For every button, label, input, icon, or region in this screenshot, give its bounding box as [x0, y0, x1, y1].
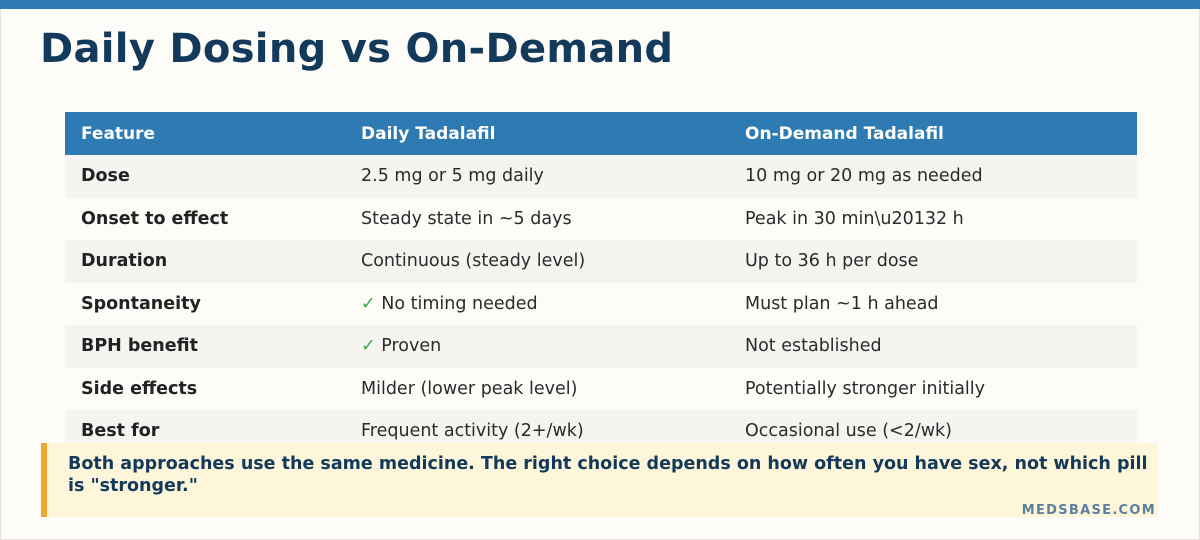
- table-row: Duration Continuous (steady level) Up to 3…: [65, 240, 1137, 283]
- table-wrap: Feature Daily Tadalafil On-Demand Tadalafi…: [65, 112, 1137, 443]
- check-mark: ✓: [361, 336, 376, 357]
- value-cell: Peak in 30 min\u20132 h: [729, 197, 1137, 240]
- value-cell: Steady state in ~5 days: [345, 197, 729, 240]
- column-header: On-Demand Tadalafil: [729, 112, 1137, 155]
- table-row: Onset to effect Steady state in ~5 days Pe…: [65, 197, 1137, 240]
- callout-text: Both approaches use the same medicine. T…: [68, 454, 1148, 496]
- column-header: Feature: [65, 112, 345, 155]
- header-row: Feature Daily Tadalafil On-Demand Tadalafi…: [65, 112, 1137, 155]
- top-bar: [0, 0, 1200, 9]
- value-cell: 10 mg or 20 mg as needed: [729, 155, 1137, 198]
- value-cell: Occasional use (<2/wk): [729, 410, 1137, 443]
- value-cell: Milder (lower peak level): [345, 367, 729, 410]
- value-cell: ✓ Proven: [345, 325, 729, 368]
- value-cell: 2.5 mg or 5 mg daily: [345, 155, 729, 198]
- feature-cell: Spontaneity: [65, 282, 345, 325]
- feature-cell: Best for: [65, 410, 345, 443]
- check-mark: ✓: [361, 293, 376, 314]
- value-cell: Must plan ~1 h ahead: [729, 282, 1137, 325]
- table-body: Dose 2.5 mg or 5 mg daily 10 mg or 20 mg a…: [65, 155, 1137, 443]
- table-row: Best for Frequent activity (2+/wk) Occasio…: [65, 410, 1137, 443]
- table-row: Spontaneity ✓ No timing needed Must plan ~…: [65, 282, 1137, 325]
- table-row: Dose 2.5 mg or 5 mg daily 10 mg or 20 mg a…: [65, 155, 1137, 198]
- column-header: Daily Tadalafil: [345, 112, 729, 155]
- title: Daily Dosing vs On-Demand: [40, 26, 674, 72]
- feature-cell: BPH benefit: [65, 325, 345, 368]
- value-cell: Continuous (steady level): [345, 240, 729, 283]
- feature-cell: Side effects: [65, 367, 345, 410]
- feature-cell: Onset to effect: [65, 197, 345, 240]
- feature-cell: Duration: [65, 240, 345, 283]
- value-cell: Up to 36 h per dose: [729, 240, 1137, 283]
- feature-cell: Dose: [65, 155, 345, 198]
- value-cell: Not established: [729, 325, 1137, 368]
- value-cell: ✓ No timing needed: [345, 282, 729, 325]
- table-row: BPH benefit ✓ Proven Not established: [65, 325, 1137, 368]
- comparison-table: Feature Daily Tadalafil On-Demand Tadalafi…: [65, 112, 1137, 443]
- value-cell: Potentially stronger initially: [729, 367, 1137, 410]
- brand: MEDSBASE.COM: [1021, 503, 1156, 518]
- table-row: Side effects Milder (lower peak level) Pot…: [65, 367, 1137, 410]
- value-cell: Frequent activity (2+/wk): [345, 410, 729, 443]
- callout: Both approaches use the same medicine. T…: [41, 443, 1158, 517]
